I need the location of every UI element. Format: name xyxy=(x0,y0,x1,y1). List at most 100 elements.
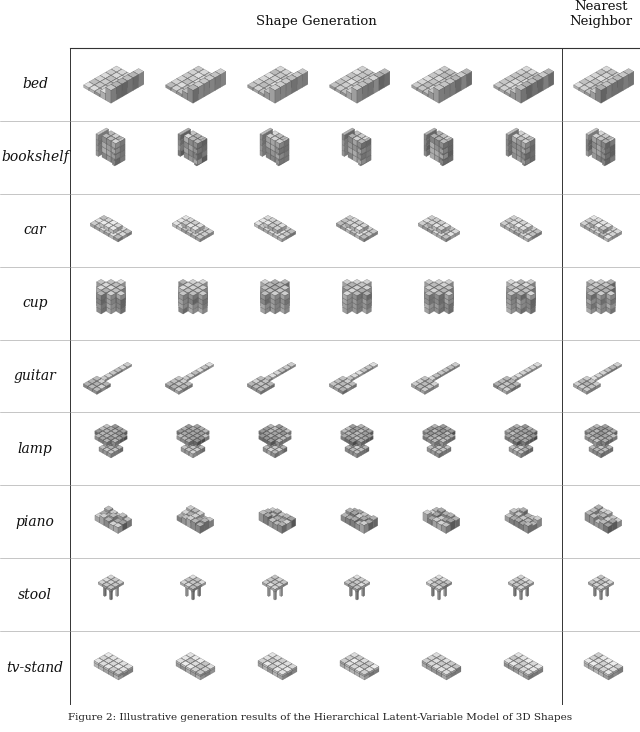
Polygon shape xyxy=(440,441,443,446)
Polygon shape xyxy=(189,442,193,449)
Polygon shape xyxy=(178,145,180,151)
Polygon shape xyxy=(589,516,594,526)
Polygon shape xyxy=(341,220,345,225)
Polygon shape xyxy=(358,149,361,155)
Polygon shape xyxy=(189,436,193,441)
Polygon shape xyxy=(351,75,356,81)
Polygon shape xyxy=(533,229,541,234)
Polygon shape xyxy=(529,665,533,671)
Polygon shape xyxy=(440,144,448,149)
Polygon shape xyxy=(102,144,111,149)
Polygon shape xyxy=(516,585,520,589)
Polygon shape xyxy=(601,87,606,103)
Polygon shape xyxy=(350,508,359,513)
Polygon shape xyxy=(596,84,606,91)
Polygon shape xyxy=(111,298,115,305)
Polygon shape xyxy=(525,428,529,434)
Polygon shape xyxy=(524,223,527,228)
Polygon shape xyxy=(196,229,204,234)
Polygon shape xyxy=(273,586,276,587)
Polygon shape xyxy=(611,302,616,310)
Polygon shape xyxy=(447,661,456,666)
Polygon shape xyxy=(598,226,603,231)
Polygon shape xyxy=(275,294,280,300)
Polygon shape xyxy=(275,431,279,436)
Polygon shape xyxy=(102,285,106,291)
Polygon shape xyxy=(350,223,359,228)
Polygon shape xyxy=(532,367,537,371)
Polygon shape xyxy=(111,441,115,446)
Polygon shape xyxy=(271,438,275,444)
Polygon shape xyxy=(433,231,436,236)
Polygon shape xyxy=(514,511,518,520)
Polygon shape xyxy=(111,294,116,301)
Polygon shape xyxy=(107,149,111,157)
Polygon shape xyxy=(437,518,442,526)
Polygon shape xyxy=(592,381,600,386)
Polygon shape xyxy=(596,291,600,297)
Polygon shape xyxy=(111,429,119,433)
Polygon shape xyxy=(99,433,102,439)
Polygon shape xyxy=(357,84,362,100)
Polygon shape xyxy=(350,660,359,665)
Polygon shape xyxy=(524,521,532,526)
Polygon shape xyxy=(347,302,351,308)
Polygon shape xyxy=(524,236,528,242)
Polygon shape xyxy=(357,85,362,91)
Polygon shape xyxy=(612,78,618,87)
Polygon shape xyxy=(591,381,596,386)
Polygon shape xyxy=(432,228,436,234)
Polygon shape xyxy=(275,302,280,310)
Polygon shape xyxy=(100,215,108,220)
Polygon shape xyxy=(275,282,280,288)
Polygon shape xyxy=(196,223,204,228)
Polygon shape xyxy=(606,141,614,146)
Polygon shape xyxy=(109,512,113,520)
Polygon shape xyxy=(171,79,182,85)
Polygon shape xyxy=(529,667,538,672)
Polygon shape xyxy=(292,75,297,81)
Polygon shape xyxy=(607,284,616,289)
Polygon shape xyxy=(277,523,282,531)
Polygon shape xyxy=(435,436,438,441)
Polygon shape xyxy=(511,296,516,304)
Polygon shape xyxy=(193,69,198,75)
Polygon shape xyxy=(172,223,177,228)
Polygon shape xyxy=(504,223,509,228)
Polygon shape xyxy=(362,152,371,157)
Polygon shape xyxy=(113,515,118,526)
Polygon shape xyxy=(589,507,598,512)
Polygon shape xyxy=(193,587,197,591)
Polygon shape xyxy=(364,226,369,231)
Polygon shape xyxy=(259,88,264,94)
Polygon shape xyxy=(172,221,181,225)
Polygon shape xyxy=(350,228,355,234)
Polygon shape xyxy=(94,658,103,663)
Polygon shape xyxy=(423,223,431,228)
Polygon shape xyxy=(196,144,207,155)
Polygon shape xyxy=(284,431,287,436)
Polygon shape xyxy=(609,661,618,666)
Polygon shape xyxy=(353,296,357,302)
Polygon shape xyxy=(515,220,518,225)
Polygon shape xyxy=(363,81,368,91)
Polygon shape xyxy=(109,231,113,236)
Polygon shape xyxy=(113,234,118,239)
Polygon shape xyxy=(362,580,365,584)
Polygon shape xyxy=(280,75,286,81)
Polygon shape xyxy=(605,157,610,165)
Polygon shape xyxy=(109,668,113,674)
Polygon shape xyxy=(427,438,431,444)
Polygon shape xyxy=(344,386,348,392)
Polygon shape xyxy=(118,520,122,528)
Polygon shape xyxy=(113,223,118,228)
Polygon shape xyxy=(526,294,531,301)
Polygon shape xyxy=(193,452,196,458)
Polygon shape xyxy=(608,231,612,236)
Polygon shape xyxy=(344,384,352,389)
Polygon shape xyxy=(515,231,518,236)
Polygon shape xyxy=(513,578,520,582)
Polygon shape xyxy=(611,138,614,146)
Polygon shape xyxy=(247,384,252,389)
Polygon shape xyxy=(111,447,115,453)
